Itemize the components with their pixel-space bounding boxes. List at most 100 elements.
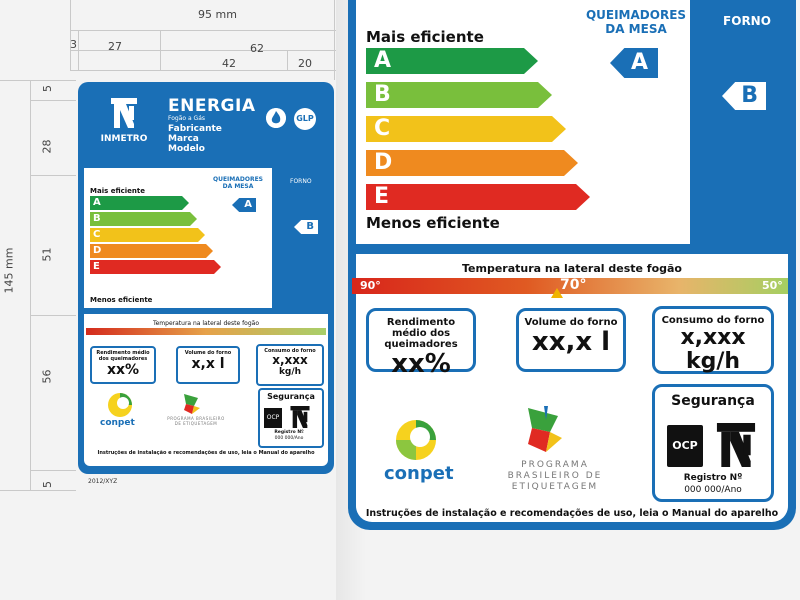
grade-letter: D xyxy=(374,150,393,175)
efficiency-panel: Mais eficiente QUEIMADORES DA MESA A A B… xyxy=(84,168,272,308)
rendimento-value: xx% xyxy=(391,349,451,379)
dim-label: 5 xyxy=(41,481,54,488)
grade-bar-a: A xyxy=(366,48,538,74)
ocp-badge: OCP xyxy=(264,408,282,428)
volume-title: Volume do forno xyxy=(184,350,232,356)
registro-value: 000 000/Ano xyxy=(684,485,742,495)
dim-line xyxy=(70,30,336,31)
consumo-title: Consumo do forno xyxy=(661,315,765,326)
product-fields: Fabricante Marca Modelo xyxy=(168,124,222,154)
grade-letter: A xyxy=(374,48,392,73)
volume-value: x,x l xyxy=(191,356,225,372)
volume-box: Volume do forno x,x l xyxy=(176,346,240,384)
dim-width-label: 95 mm xyxy=(198,8,237,21)
volume-value: xx,x l xyxy=(531,327,611,357)
grade-bars-zoom: A B C D E xyxy=(366,48,590,218)
pbe-logo-icon xyxy=(528,406,562,452)
dim-label: 5 xyxy=(41,85,54,92)
seguranca-box: Segurança OCP Registro Nº 000 000/Ano xyxy=(652,384,774,502)
queimadores-title: QUEIMADORES DA MESA xyxy=(585,8,687,36)
registro-value: 000 000/Ano xyxy=(274,436,304,441)
pbe-text: PROGRAMA BRASILEIRO DE ETIQUETAGEM xyxy=(167,416,225,426)
temperature-bar xyxy=(352,278,788,294)
rendimento-title: Rendimento médio dos queimadores xyxy=(96,350,150,362)
grade-bars: A B C D E xyxy=(90,196,221,276)
ocp-badge: OCP xyxy=(667,425,703,467)
mais-eficiente: Mais eficiente xyxy=(366,28,484,46)
grade-bar-c: C xyxy=(90,228,205,242)
dim-line xyxy=(70,50,336,51)
dim-label: 28 xyxy=(40,139,54,154)
temperature-bar xyxy=(86,328,326,335)
grade-letter: B xyxy=(374,82,391,107)
rendimento-title: Rendimento médio dos queimadores xyxy=(384,317,458,350)
label-code: 2012/XYZ xyxy=(88,478,118,485)
volume-title: Volume do forno xyxy=(524,317,618,328)
dim-line xyxy=(287,50,288,70)
grade-letter: E xyxy=(374,184,390,209)
conpet-text: conpet xyxy=(100,418,135,428)
info-panel: Temperatura na lateral deste fogão Rendi… xyxy=(84,314,328,466)
seguranca-title: Segurança xyxy=(267,392,315,401)
dim-line xyxy=(30,470,76,471)
footer-text: Instruções de instalação e recomendações… xyxy=(365,508,779,519)
conpet-logo-icon xyxy=(396,420,436,460)
flame-icon xyxy=(266,108,286,128)
consumo-value: x,xxx xyxy=(272,353,308,367)
consumo-title: Consumo do forno xyxy=(264,348,316,354)
dim-line xyxy=(0,490,76,491)
footer-text: Instruções de instalação e recomendações… xyxy=(97,450,315,456)
dim-height-label: 145 mm xyxy=(2,247,16,294)
volume-box: Volume do forno xx,x l xyxy=(516,308,626,372)
consumo-unit: kg/h xyxy=(278,367,302,377)
consumo-box: Consumo do forno x,xxx kg/h xyxy=(652,306,774,374)
field-marca: Marca xyxy=(168,134,199,144)
rendimento-value: xx% xyxy=(106,362,140,378)
grade-bar-d: D xyxy=(90,244,213,258)
dim-line xyxy=(30,315,76,316)
seguranca-title: Segurança xyxy=(671,393,755,409)
grade-letter: C xyxy=(374,116,391,141)
grade-bar-b: B xyxy=(90,212,197,226)
dim-label: 42 xyxy=(222,57,236,70)
field-fabricante: Fabricante xyxy=(168,124,222,134)
dim-line xyxy=(30,100,76,101)
dim-line xyxy=(70,0,71,70)
dim-line xyxy=(0,80,76,81)
temp-title: Temperatura na lateral deste fogão xyxy=(152,320,260,327)
temp-mid: 70° xyxy=(560,277,587,293)
grade-bar-b: B xyxy=(366,82,552,108)
dim-label: 27 xyxy=(108,40,122,53)
menos-eficiente: Menos eficiente xyxy=(366,214,500,232)
forno-title: FORNO xyxy=(723,14,771,28)
rendimento-box: Rendimento médio dos queimadores xx% xyxy=(90,346,156,384)
pbe-text: PROGRAMA BRASILEIRO DE ETIQUETAGEM xyxy=(507,460,603,492)
conpet-text: conpet xyxy=(384,463,454,484)
dim-label: 62 xyxy=(250,42,264,55)
grade-bar-c: C xyxy=(366,116,566,142)
inmetro-icon xyxy=(111,98,137,128)
dim-label: 3 xyxy=(70,38,77,51)
consumo-box: Consumo do forno x,xxx kg/h xyxy=(256,344,324,386)
menos-eficiente: Menos eficiente xyxy=(90,296,153,304)
seguranca-box: Segurança OCP Registro Nº 000 000/Ano xyxy=(258,388,324,448)
queimadores-grade: A xyxy=(232,198,256,212)
dim-line xyxy=(30,175,76,176)
glp-badge: GLP xyxy=(294,108,316,130)
temp-title: Temperatura na lateral deste fogão xyxy=(462,262,682,275)
inmetro-icon xyxy=(290,406,310,428)
dim-line xyxy=(70,70,336,71)
dim-line xyxy=(334,0,335,80)
forno-title: FORNO xyxy=(290,178,312,185)
inmetro-text: INMETRO xyxy=(100,134,148,144)
dim-label: 20 xyxy=(298,57,312,70)
pbe-logo-icon xyxy=(184,394,200,414)
grade-bar-a: A xyxy=(90,196,189,210)
conpet-logo-icon xyxy=(108,393,132,417)
grade-bar-e: E xyxy=(366,184,590,210)
dim-line xyxy=(30,80,31,490)
inmetro-icon xyxy=(716,423,756,467)
label-header: INMETRO ENERGIA Fogão a Gás Fabricante M… xyxy=(84,88,328,154)
consumo-value: x,xxx xyxy=(680,325,746,350)
grade-bar-d: D xyxy=(366,150,578,176)
